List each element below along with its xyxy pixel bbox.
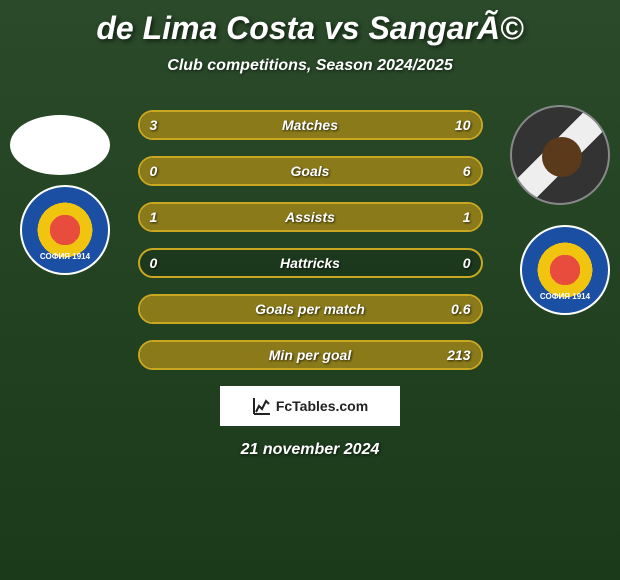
brand-text: FcTables.com [276, 398, 368, 414]
bar-value-right: 6 [463, 158, 471, 184]
subtitle: Club competitions, Season 2024/2025 [0, 57, 620, 75]
avatar-placeholder-icon [10, 115, 110, 175]
player-right-badge [520, 225, 610, 315]
club-badge-icon [520, 225, 610, 315]
bar-label: Hattricks [140, 250, 481, 276]
bar-value-right: 10 [455, 112, 471, 138]
stat-bar: Goals per match0.6 [138, 294, 483, 324]
brand-logo[interactable]: FcTables.com [220, 386, 400, 426]
bar-value-right: 0 [463, 250, 471, 276]
bar-value-right: 1 [463, 204, 471, 230]
bar-label: Goals [140, 158, 481, 184]
stat-bar: 0Hattricks0 [138, 248, 483, 278]
stat-bar: 3Matches10 [138, 110, 483, 140]
player-left-badge [20, 185, 110, 275]
player-right-avatar [510, 105, 610, 205]
bar-value-right: 213 [447, 342, 470, 368]
chart-icon [252, 396, 272, 416]
page-title: de Lima Costa vs SangarÃ© [0, 0, 620, 47]
comparison-area: 3Matches100Goals61Assists10Hattricks0Goa… [0, 105, 620, 370]
bar-label: Assists [140, 204, 481, 230]
stat-bar: Min per goal213 [138, 340, 483, 370]
stats-bars: 3Matches100Goals61Assists10Hattricks0Goa… [138, 105, 483, 370]
footer-date: 21 november 2024 [0, 441, 620, 459]
avatar-photo-icon [510, 105, 610, 205]
bar-label: Matches [140, 112, 481, 138]
bar-value-right: 0.6 [451, 296, 470, 322]
stat-bar: 1Assists1 [138, 202, 483, 232]
bar-label: Goals per match [140, 296, 481, 322]
bar-label: Min per goal [140, 342, 481, 368]
club-badge-icon [20, 185, 110, 275]
stat-bar: 0Goals6 [138, 156, 483, 186]
